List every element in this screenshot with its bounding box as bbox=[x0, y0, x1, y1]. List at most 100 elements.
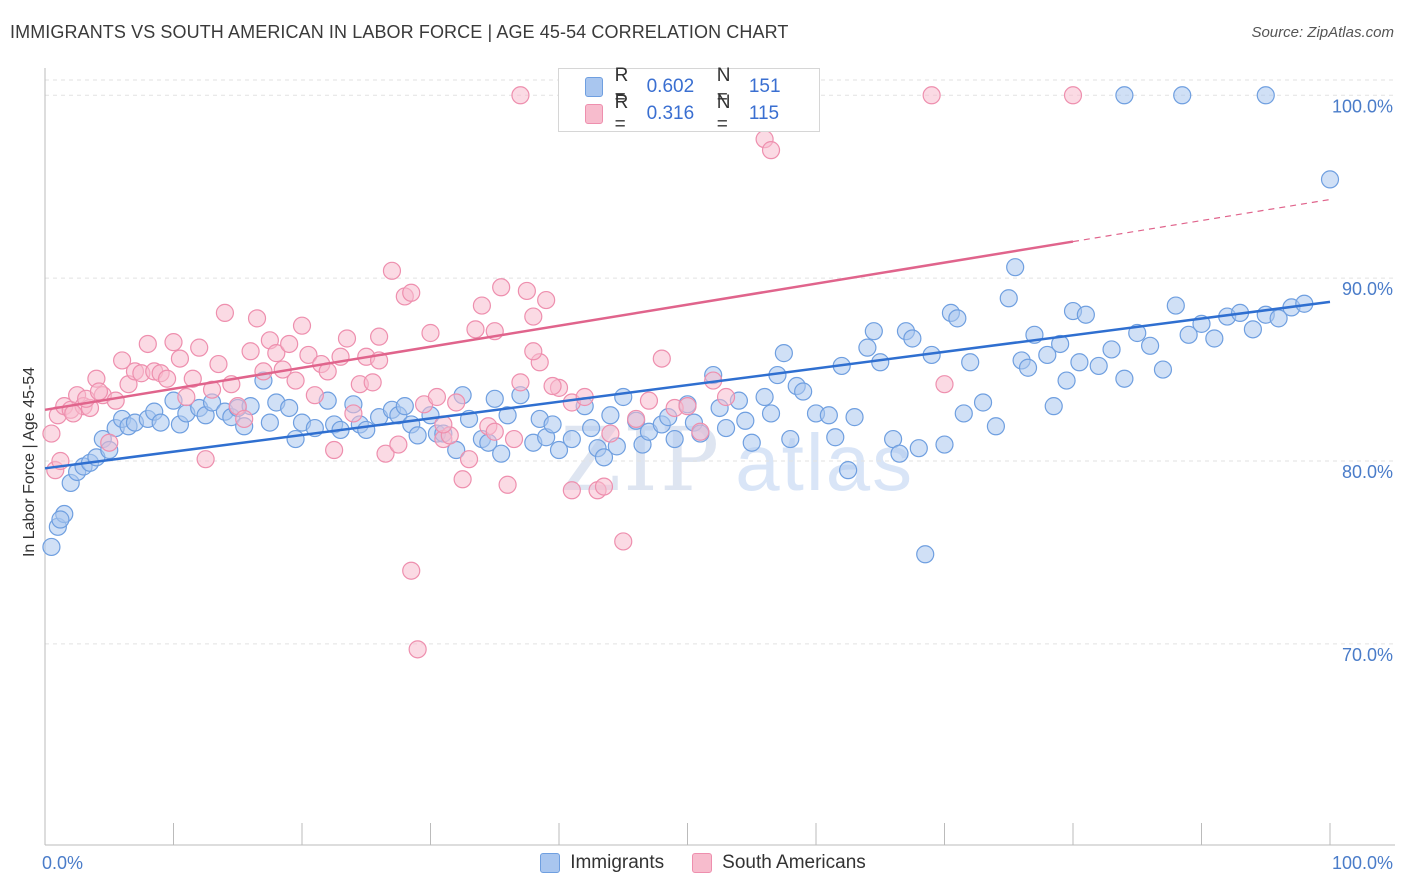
immigrants-trend-line bbox=[44, 300, 1331, 470]
south-americans-point bbox=[164, 333, 183, 352]
immigrants-point bbox=[1006, 258, 1025, 277]
south-americans-point bbox=[112, 351, 132, 370]
legend-item-immigrants[interactable]: Immigrants bbox=[540, 852, 664, 874]
immigrants-point bbox=[1173, 86, 1192, 105]
immigrants-point bbox=[973, 393, 993, 412]
south-americans-point bbox=[678, 397, 697, 416]
south-americans-point bbox=[517, 281, 536, 301]
chart-title: IMMIGRANTS VS SOUTH AMERICAN IN LABOR FO… bbox=[10, 22, 789, 42]
immigrants-point bbox=[948, 309, 967, 328]
n-value: 151 bbox=[748, 76, 781, 97]
immigrants-point bbox=[408, 426, 427, 445]
south-americans-point bbox=[209, 354, 228, 374]
south-americans-point bbox=[562, 481, 581, 500]
south-americans-point bbox=[716, 387, 736, 407]
immigrants-point bbox=[761, 404, 781, 423]
south-americans-point bbox=[235, 409, 254, 429]
y-axis-label: In Labor Force | Age 45-54 bbox=[21, 367, 38, 557]
watermark-atlas: atlas bbox=[735, 418, 915, 507]
immigrants-point bbox=[909, 439, 928, 458]
n-label: N = bbox=[716, 65, 731, 108]
immigrants-point bbox=[1115, 86, 1134, 105]
legend-row-south-americans: R = 0.316 N = 115 bbox=[585, 92, 819, 135]
south-americans-point bbox=[202, 380, 222, 399]
south-americans-point bbox=[337, 329, 357, 348]
immigrants-point bbox=[1320, 170, 1340, 189]
immigrants-point bbox=[1076, 305, 1095, 324]
immigrants-point bbox=[986, 417, 1006, 436]
south-americans-point bbox=[190, 338, 209, 357]
south-americans-swatch bbox=[585, 104, 603, 124]
immigrants-point bbox=[774, 344, 793, 363]
south-americans-point bbox=[626, 409, 646, 429]
south-americans-point bbox=[594, 477, 614, 496]
immigrants-point bbox=[1205, 329, 1224, 348]
immigrants-point bbox=[781, 429, 800, 449]
immigrants-point bbox=[1057, 371, 1076, 390]
immigrants-point bbox=[736, 411, 755, 430]
south-americans-point bbox=[241, 342, 260, 361]
immigrants-point bbox=[1051, 334, 1070, 354]
immigrants-point bbox=[794, 382, 813, 401]
legend-row-immigrants: R = 0.602 N = 151 bbox=[585, 65, 819, 108]
south-americans-point bbox=[472, 296, 491, 315]
immigrants-point bbox=[1115, 369, 1134, 388]
immigrants-point bbox=[1243, 320, 1263, 339]
south-americans-point bbox=[344, 404, 363, 423]
immigrants-point bbox=[864, 322, 883, 341]
immigrants-point bbox=[562, 429, 581, 449]
south-americans-point bbox=[389, 435, 408, 454]
immigrants-point bbox=[819, 406, 838, 425]
south-americans-point bbox=[177, 387, 196, 407]
south-americans-point bbox=[524, 342, 543, 361]
south-americans-point bbox=[639, 391, 659, 410]
south-americans-point bbox=[215, 303, 234, 322]
south-americans-point bbox=[138, 334, 157, 354]
south-americans-point bbox=[305, 386, 324, 405]
y-tick-label: 90.0% bbox=[1342, 279, 1393, 299]
x-tick-label: 0.0% bbox=[42, 853, 83, 873]
immigrants-point bbox=[999, 289, 1018, 308]
immigrants-point bbox=[286, 429, 305, 449]
south-americans-point bbox=[614, 532, 633, 551]
south-americans-point bbox=[466, 320, 485, 339]
south-americans-point bbox=[170, 349, 190, 368]
immigrants-point bbox=[1166, 296, 1185, 315]
r-value: 0.316 bbox=[646, 103, 695, 124]
south-americans-point bbox=[267, 344, 286, 363]
south-americans-point bbox=[196, 450, 215, 469]
n-label: N = bbox=[716, 92, 731, 135]
south-americans-point bbox=[935, 375, 954, 394]
immigrants-point bbox=[1038, 345, 1057, 365]
immigrants-point bbox=[1269, 309, 1288, 328]
legend-item-south-americans[interactable]: South Americans bbox=[692, 852, 866, 874]
south-americans-trend-extension bbox=[1072, 198, 1331, 243]
immigrants-point bbox=[1128, 323, 1147, 343]
south-americans-swatch bbox=[692, 853, 713, 873]
r-value: 0.602 bbox=[646, 76, 695, 97]
south-americans-point bbox=[370, 327, 389, 346]
immigrants-point bbox=[151, 413, 170, 432]
immigrants-point bbox=[1256, 86, 1275, 105]
n-value: 115 bbox=[748, 103, 780, 124]
legend-label-immigrants: Immigrants bbox=[570, 852, 665, 873]
immigrants-point bbox=[485, 389, 504, 408]
immigrants-point bbox=[845, 408, 864, 427]
y-tick-label: 100.0% bbox=[1332, 96, 1393, 116]
south-americans-point bbox=[408, 640, 427, 659]
south-americans-point bbox=[106, 391, 125, 410]
south-americans-point bbox=[524, 307, 543, 326]
legend-label-south-americans: South Americans bbox=[722, 852, 866, 873]
immigrants-point bbox=[582, 418, 601, 438]
south-americans-point bbox=[183, 369, 202, 388]
south-americans-point bbox=[543, 376, 562, 396]
south-americans-point bbox=[42, 424, 61, 443]
immigrants-point bbox=[1102, 340, 1121, 359]
immigrants-point bbox=[614, 387, 633, 407]
immigrants-swatch bbox=[585, 77, 603, 97]
immigrants-point bbox=[357, 420, 376, 440]
r-label: R = bbox=[614, 65, 629, 108]
immigrants-point bbox=[826, 428, 845, 447]
series-legend: Immigrants South Americans bbox=[0, 852, 1406, 874]
south-americans-point bbox=[402, 283, 421, 302]
